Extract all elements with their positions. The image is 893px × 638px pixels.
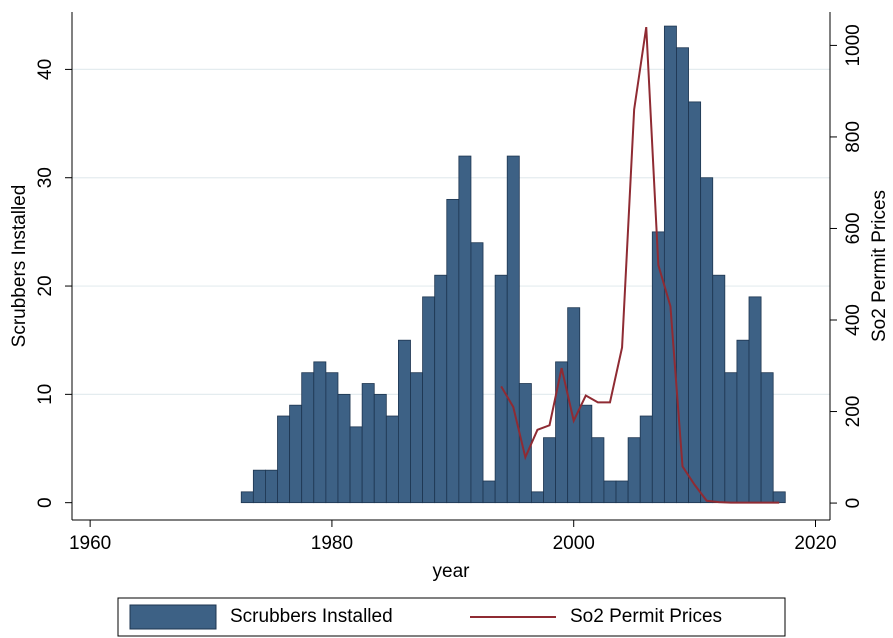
bar xyxy=(579,404,593,504)
bar xyxy=(676,47,689,504)
bar xyxy=(458,155,472,504)
bar xyxy=(494,274,508,504)
y-tick-label: 0 xyxy=(35,497,56,508)
bar xyxy=(772,491,786,504)
legend-label: So2 Permit Prices xyxy=(570,606,722,627)
legend-label: Scrubbers Installed xyxy=(230,606,393,627)
bar xyxy=(422,296,436,504)
y2-tick-label: 800 xyxy=(843,121,864,153)
legend-swatch xyxy=(129,604,217,630)
bar xyxy=(252,469,266,504)
bar xyxy=(349,426,363,504)
bar xyxy=(663,25,677,504)
y2-tick-label: 1000 xyxy=(843,24,864,66)
bar xyxy=(712,274,726,504)
bar xyxy=(736,339,750,504)
bar xyxy=(301,372,315,504)
x-axis-title: year xyxy=(433,561,471,582)
bar xyxy=(724,372,738,504)
bar xyxy=(627,437,641,504)
y-tick-label: 20 xyxy=(35,275,56,296)
bar xyxy=(688,101,702,504)
bar xyxy=(748,296,762,504)
y2-tick-label: 0 xyxy=(843,498,864,509)
bar xyxy=(470,242,484,504)
y-axis-title: Scrubbers Installed xyxy=(9,185,30,348)
bar xyxy=(337,393,351,504)
line xyxy=(500,26,780,504)
bar xyxy=(446,198,460,504)
bar xyxy=(313,361,327,504)
bar xyxy=(615,480,629,504)
bar xyxy=(289,404,303,504)
bar xyxy=(760,372,774,504)
y2-tick-label: 200 xyxy=(843,396,864,428)
y-tick-label: 10 xyxy=(35,384,56,405)
bar xyxy=(651,231,665,504)
bar xyxy=(530,491,544,504)
bar xyxy=(543,437,556,504)
y2-tick-label: 600 xyxy=(843,213,864,245)
y2-axis-title: So2 Permit Prices xyxy=(869,190,890,342)
bar xyxy=(482,480,496,504)
y-tick-label: 40 xyxy=(35,59,56,80)
y-tick-label: 30 xyxy=(35,167,56,188)
bar xyxy=(410,372,423,504)
x-tick-label: 1980 xyxy=(311,533,353,554)
bar xyxy=(385,415,399,504)
x-tick-label: 2000 xyxy=(553,533,595,554)
y2-tick-label: 400 xyxy=(843,304,864,336)
bar xyxy=(398,339,411,504)
x-tick-label: 1960 xyxy=(69,533,111,554)
bar xyxy=(434,274,448,504)
bar xyxy=(700,177,714,504)
bar xyxy=(361,383,375,504)
bar xyxy=(603,480,617,504)
bar xyxy=(240,491,254,504)
bar xyxy=(265,469,278,504)
bar xyxy=(325,372,339,504)
bar xyxy=(591,437,605,504)
bar xyxy=(506,155,520,504)
bar xyxy=(277,415,291,504)
x-tick-label: 2020 xyxy=(794,533,836,554)
bar xyxy=(373,393,387,504)
bar xyxy=(639,415,653,504)
legend-box xyxy=(117,597,786,637)
